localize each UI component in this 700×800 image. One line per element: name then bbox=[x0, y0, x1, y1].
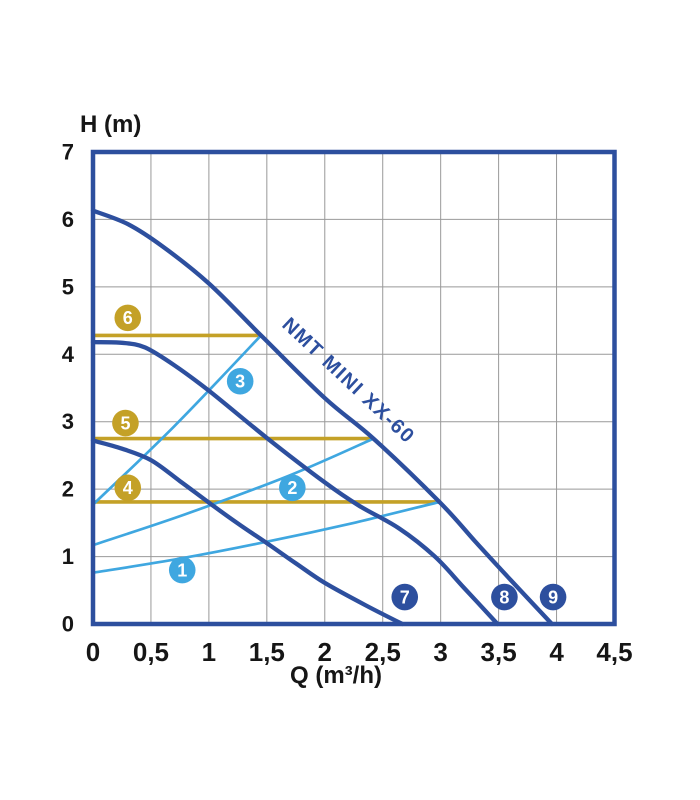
x-tick-2: 2 bbox=[318, 637, 332, 667]
badge-8: 8 bbox=[491, 583, 518, 611]
x-tick-3: 3 bbox=[433, 637, 447, 667]
badge-number-5: 5 bbox=[120, 413, 130, 433]
x-tick-3,5: 3,5 bbox=[481, 637, 517, 667]
plot-border bbox=[90, 149, 617, 627]
x-tick-4: 4 bbox=[549, 637, 564, 667]
x-tick-2,5: 2,5 bbox=[365, 637, 401, 667]
badge-6: 6 bbox=[114, 304, 142, 332]
x-tick-labels: 0 0,5 1 1,5 2 2,5 3 3,5 4 4,5 bbox=[86, 637, 633, 667]
y-tick-0: 0 bbox=[62, 612, 74, 637]
curve-proportional-pressure-1 bbox=[91, 500, 441, 575]
badge-circle-5 bbox=[112, 409, 139, 437]
badge-circle-1 bbox=[168, 556, 196, 584]
pump-model-curve-label: NMT MINI XX-60 bbox=[278, 314, 419, 449]
series-layer bbox=[90, 208, 555, 627]
badge-circle-8 bbox=[491, 583, 518, 611]
y-tick-1: 1 bbox=[62, 544, 74, 569]
badge-4: 4 bbox=[114, 474, 142, 502]
y-tick-6: 6 bbox=[62, 207, 74, 232]
badge-number-2: 2 bbox=[287, 478, 297, 498]
x-tick-1,5: 1,5 bbox=[249, 637, 285, 667]
badge-7: 7 bbox=[391, 583, 419, 611]
y-axis-title: H (m) bbox=[80, 111, 141, 138]
badge-number-8: 8 bbox=[499, 587, 509, 607]
badge-number-4: 4 bbox=[123, 478, 133, 498]
badge-circle-7 bbox=[391, 583, 419, 611]
badge-number-9: 9 bbox=[548, 587, 558, 607]
badge-2: 2 bbox=[279, 474, 306, 502]
badge-circle-9 bbox=[539, 583, 567, 611]
x-tick-4,5: 4,5 bbox=[596, 637, 632, 667]
curve-proportional-pressure-2 bbox=[91, 437, 375, 547]
y-tick-7: 7 bbox=[62, 140, 74, 165]
badge-layer: 6 5 4 3 2 1 9 8 7 bbox=[112, 304, 567, 611]
badge-number-3: 3 bbox=[235, 372, 245, 392]
x-axis-title: Q (m³/h) bbox=[290, 662, 382, 689]
badge-number-1: 1 bbox=[177, 560, 187, 580]
x-tick-1: 1 bbox=[202, 637, 216, 667]
y-tick-2: 2 bbox=[62, 477, 74, 502]
badge-5: 5 bbox=[112, 409, 139, 437]
badge-circle-6 bbox=[114, 304, 142, 332]
y-tick-3: 3 bbox=[62, 409, 74, 434]
badge-number-7: 7 bbox=[400, 587, 410, 607]
badge-circle-4 bbox=[114, 474, 142, 502]
curve-speed-curve-7 bbox=[90, 438, 405, 627]
y-tick-labels: 0 1 2 3 4 5 6 7 bbox=[62, 140, 75, 637]
badge-9: 9 bbox=[539, 583, 567, 611]
y-tick-4: 4 bbox=[62, 342, 75, 367]
x-tick-0,5: 0,5 bbox=[133, 637, 169, 667]
curve-speed-curve-8 bbox=[90, 339, 500, 627]
badge-1: 1 bbox=[168, 556, 196, 584]
y-tick-5: 5 bbox=[62, 274, 74, 299]
badge-3: 3 bbox=[226, 367, 254, 395]
x-tick-0: 0 bbox=[86, 637, 100, 667]
curve-speed-curve-9 bbox=[90, 208, 555, 627]
badge-circle-2 bbox=[279, 474, 306, 502]
badge-number-6: 6 bbox=[123, 308, 133, 328]
curve-proportional-pressure-3 bbox=[91, 334, 263, 507]
badge-circle-3 bbox=[226, 367, 254, 395]
